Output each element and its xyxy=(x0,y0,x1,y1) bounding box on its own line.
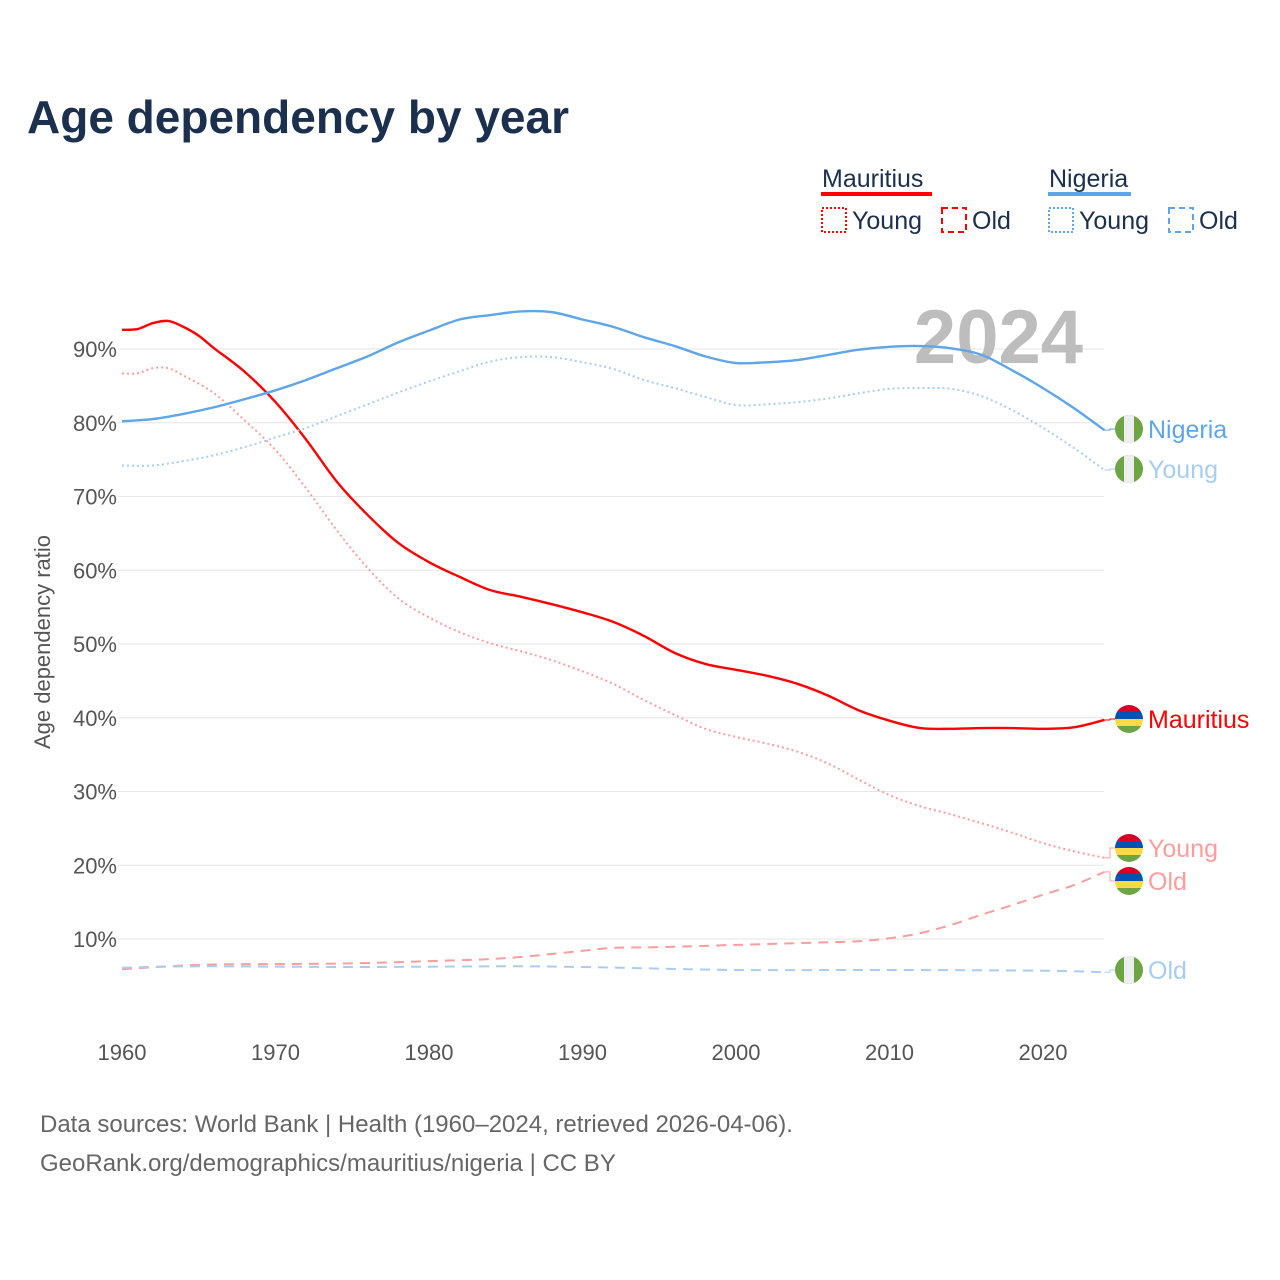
y-tick-label: 80% xyxy=(73,411,117,436)
series-line-nigeria-old xyxy=(121,965,1105,974)
legend-item-young: Young xyxy=(852,207,922,235)
series-lines xyxy=(121,309,1106,974)
label-connector xyxy=(1104,969,1116,973)
y-tick-label: 20% xyxy=(73,853,117,878)
nigeria-flag-icon xyxy=(1115,956,1143,984)
y-tick-label: 50% xyxy=(73,632,117,657)
series-line-nigeria xyxy=(121,309,1106,432)
end-label: Young xyxy=(1148,835,1218,863)
legend-dashed-swatch xyxy=(941,207,967,233)
y-tick-label: 40% xyxy=(73,706,117,731)
x-tick-label: 2010 xyxy=(865,1040,914,1065)
mauritius-flag-icon xyxy=(1115,867,1143,895)
x-axis-ticks: 1960 1970 1980 1990 2000 2010 2020 xyxy=(98,1040,1068,1065)
legend-line-swatch xyxy=(821,192,932,196)
legend-item-old: Old xyxy=(972,207,1011,235)
chart-title: Age dependency by year xyxy=(27,91,569,143)
y-tick-label: 90% xyxy=(73,337,117,362)
legend-line-swatch xyxy=(1048,192,1131,196)
gridlines xyxy=(118,348,1104,940)
label-connector xyxy=(1104,847,1116,859)
series-line-nigeria-young xyxy=(121,355,1105,471)
source-link[interactable]: GeoRank.org/demographics/mauritius/niger… xyxy=(40,1150,616,1177)
series-line-mauritius-old xyxy=(121,870,1105,971)
x-tick-label: 2000 xyxy=(712,1040,761,1065)
x-tick-label: 1970 xyxy=(251,1040,300,1065)
nigeria-flag-icon xyxy=(1115,415,1143,443)
legend-item-young: Young xyxy=(1079,207,1149,235)
label-connector xyxy=(1104,871,1116,882)
legend-dashed-swatch xyxy=(1168,207,1194,233)
end-label: Mauritius xyxy=(1148,706,1249,734)
nigeria-flag-icon xyxy=(1115,455,1143,483)
end-label: Old xyxy=(1148,957,1187,985)
y-tick-label: 70% xyxy=(73,485,117,510)
series-line-mauritius xyxy=(121,319,1105,731)
label-connector xyxy=(1104,468,1116,471)
end-label: Nigeria xyxy=(1148,416,1227,444)
legend-group-mauritius[interactable]: Mauritius Young Old xyxy=(821,165,1011,235)
y-tick-label: 10% xyxy=(73,927,117,952)
end-label: Young xyxy=(1148,456,1218,484)
y-tick-label: 30% xyxy=(73,780,117,805)
end-label: Old xyxy=(1148,868,1187,896)
legend-group-label: Mauritius xyxy=(822,165,923,193)
series-line-mauritius-young xyxy=(121,366,1105,859)
year-marker: 2024 xyxy=(914,295,1083,380)
legend-group-label: Nigeria xyxy=(1049,165,1128,193)
legend-group-nigeria[interactable]: Nigeria Young Old xyxy=(1048,165,1238,235)
end-labels: Mauritius Young Old Nigeria Young Old xyxy=(1104,415,1249,985)
source-note: Data sources: World Bank | Health (1960–… xyxy=(40,1111,793,1138)
label-connector xyxy=(1104,428,1116,431)
x-tick-label: 2020 xyxy=(1019,1040,1068,1065)
x-tick-label: 1960 xyxy=(98,1040,147,1065)
mauritius-flag-icon xyxy=(1115,834,1143,862)
mauritius-flag-icon xyxy=(1115,705,1143,733)
y-tick-label: 60% xyxy=(73,558,117,583)
y-axis-label: Age dependency ratio xyxy=(30,535,55,749)
legend-dotted-swatch xyxy=(821,207,847,233)
x-tick-label: 1990 xyxy=(558,1040,607,1065)
legend-dotted-swatch xyxy=(1048,207,1074,233)
x-tick-label: 1980 xyxy=(405,1040,454,1065)
legend-item-old: Old xyxy=(1199,207,1238,235)
legend: Mauritius Young Old Nigeria Young Old xyxy=(821,165,1238,235)
label-connector xyxy=(1104,718,1116,721)
y-axis-ticks: 10% 20% 30% 40% 50% 60% 70% 80% 90% xyxy=(73,337,117,952)
